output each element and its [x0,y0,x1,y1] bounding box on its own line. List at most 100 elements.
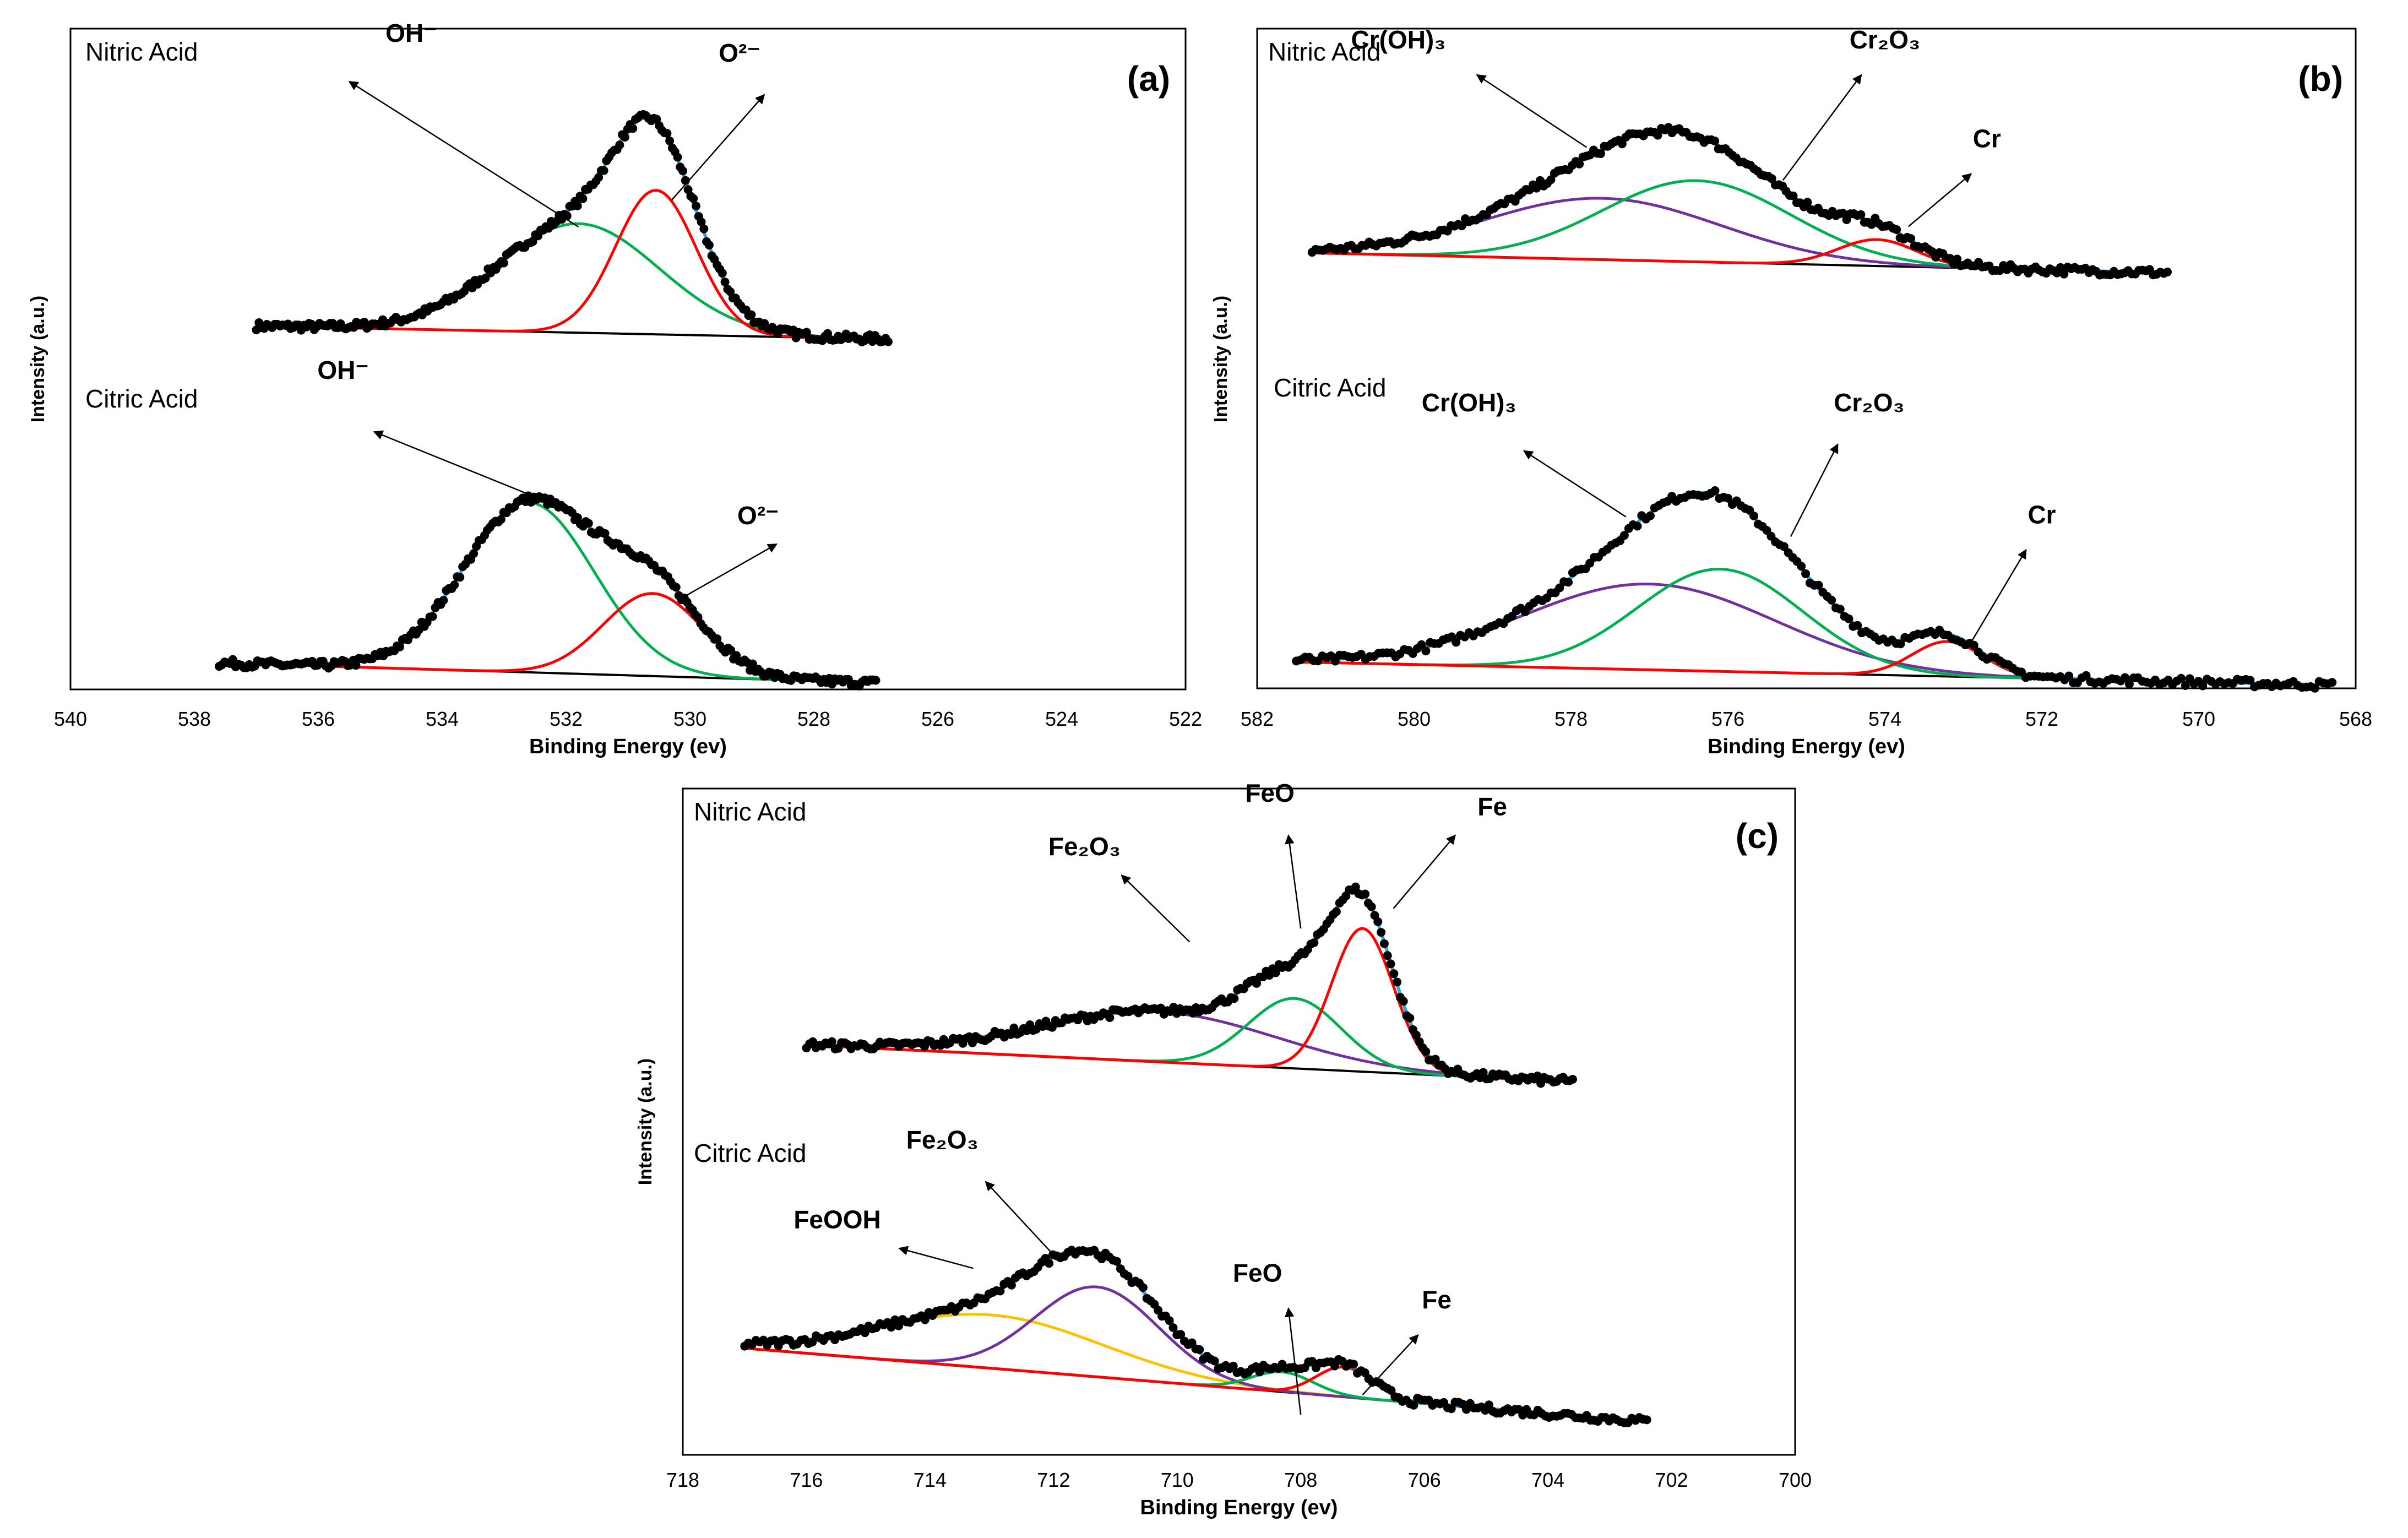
data-point [1176,1330,1186,1339]
data-point [528,237,537,246]
data-point [2124,680,2134,689]
data-point [1546,175,1556,184]
x-axis-label: Binding Energy (ev) [1708,735,1905,758]
data-point [1255,1367,1264,1377]
x-tick-label: 700 [1779,1469,1812,1491]
annotation-arrow [1970,548,2027,643]
data-point [1229,1361,1238,1371]
annotation-label-oh: OH⁻ [317,356,368,384]
data-point [2056,263,2065,272]
data-point [2163,267,2172,276]
annotation-arrow [1907,173,1972,227]
data-point [599,166,608,175]
data-point [671,583,681,592]
data-point [1411,1030,1421,1040]
data-point [860,1328,869,1338]
data-point [1421,646,1431,656]
sample-name: Nitric Acid [1268,37,1380,66]
data-point [808,1338,817,1347]
data-point [884,337,893,346]
data-point [1642,1415,1651,1425]
annotation-label-cr: Cr [2027,501,2056,529]
data-point [496,515,505,524]
data-point [1617,139,1627,149]
data-point [920,1315,930,1324]
annotation-arrow [1523,450,1627,518]
data-point [1447,1404,1456,1414]
annotation-arrow [985,1181,1061,1262]
envelope-line [256,116,889,341]
data-point [1633,521,1642,531]
data-point [1331,907,1341,916]
data-point [1555,583,1564,593]
data-point [1330,1361,1340,1371]
data-point [1399,997,1408,1006]
annotation-arrow [1284,1307,1302,1415]
data-point [2246,676,2255,685]
data-point [1789,191,1798,200]
data-point [691,202,700,211]
data-point [594,173,604,182]
x-tick-label: 718 [666,1469,699,1491]
data-point [1906,234,1916,243]
data-point [1619,531,1629,540]
annotation-arrow [1782,74,1862,181]
data-point [600,529,610,538]
data-point [620,133,629,142]
data-point [2176,673,2186,683]
data-point [713,634,722,643]
x-tick-label: 702 [1655,1469,1688,1491]
data-point [1969,640,1978,650]
annotation-label-fe: Fe [1422,1285,1452,1314]
annotation-label-croh3: Cr(OH)₃ [1422,388,1516,417]
data-point [1168,1323,1178,1333]
panel-label: (c) [1736,816,1779,856]
data-point [573,201,582,210]
x-tick-label: 524 [1045,708,1078,730]
data-point [720,278,730,287]
data-point [1953,254,1962,264]
data-point [1835,605,1845,614]
data-point [1779,542,1789,551]
annotation-label-oh: OH⁻ [385,19,437,47]
sample-name: Citric Acid [1274,373,1386,402]
x-tick-label: 574 [1868,708,1901,730]
data-point [704,241,714,250]
data-point [1892,225,1901,234]
x-tick-label: 536 [302,708,335,730]
sample-name: Nitric Acid [694,797,806,826]
panel-label: (b) [2298,59,2343,99]
annotation-label-cr2o3: Cr₂O₃ [1834,388,1905,417]
data-point [1457,221,1466,231]
annotation-arrow [1362,1334,1419,1395]
annotation-label-fe2o3: Fe₂O₃ [906,1125,979,1154]
plot-frame [1256,28,2357,689]
sample-citric-acid: Citric Acid FeOOH Fe₂O₃ FeO Fe [694,1125,1651,1427]
data-point [1814,580,1823,590]
data-point [1803,198,1812,207]
data-point [699,224,709,233]
data-point [665,136,675,145]
data-points [1292,486,2337,693]
data-point [1138,1283,1148,1292]
data-point [2059,269,2069,279]
component-oh [256,222,889,341]
data-point [717,269,727,278]
sample-name: Citric Acid [694,1139,806,1167]
data-point [469,549,479,558]
x-tick-label: 716 [790,1469,823,1491]
data-point [455,573,465,582]
data-point [395,642,404,651]
data-points [215,491,880,691]
annotation-arrow [898,1246,974,1269]
x-tick-label: 582 [1241,708,1274,730]
data-point [827,1037,836,1046]
data-point [673,153,682,162]
data-point [1047,1023,1057,1032]
x-tick-label: 570 [2182,708,2215,730]
data-point [1478,1068,1488,1077]
data-point [1386,959,1395,969]
component-o2 [256,189,889,341]
annotation-arrow [1285,834,1302,929]
